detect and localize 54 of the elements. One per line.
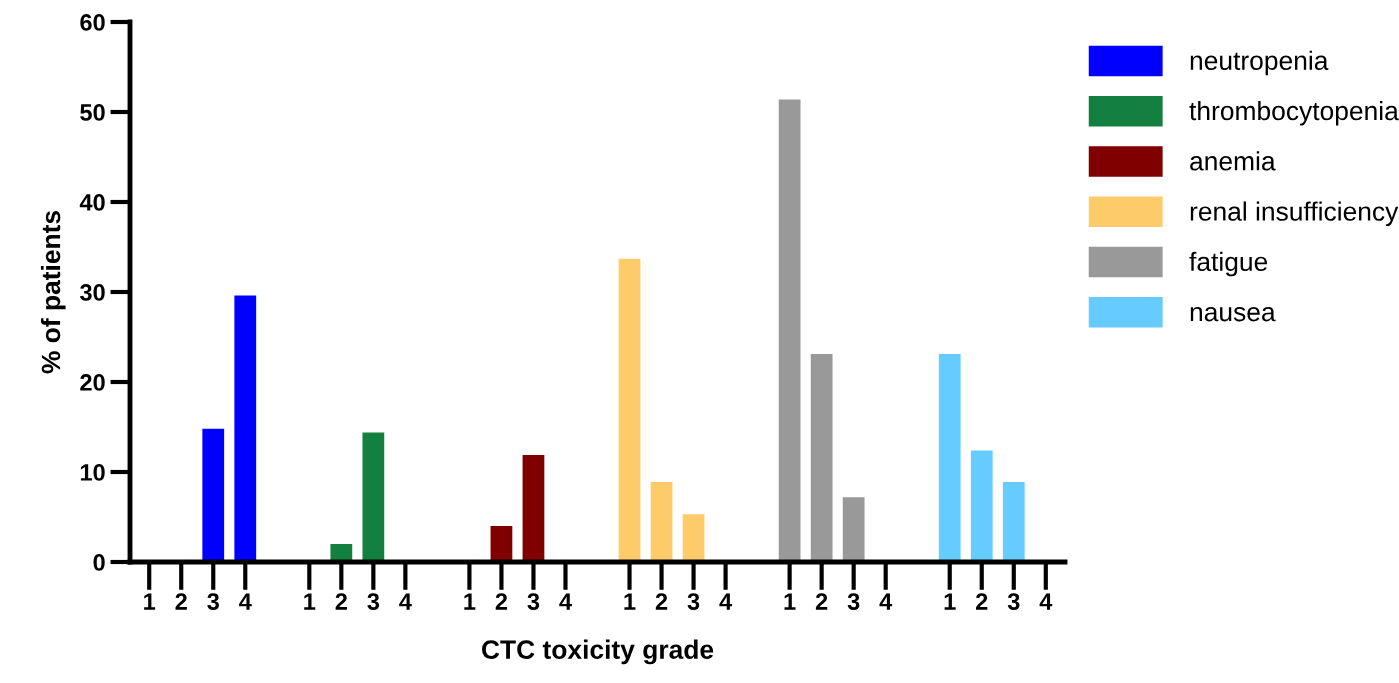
bar: [810, 354, 833, 562]
x-tick-label: 1: [144, 593, 156, 610]
bar: [618, 258, 641, 562]
legend-label: renal insufficiency: [1190, 201, 1399, 227]
y-axis-title: % of patients: [40, 210, 66, 374]
x-tick-label: 2: [175, 593, 187, 610]
x-tick-label: 4: [239, 593, 252, 610]
x-axis-title: CTC toxicity grade: [482, 639, 714, 665]
x-tick-label: 1: [944, 593, 956, 610]
x-tick-label: 2: [815, 593, 828, 610]
bar: [330, 544, 353, 562]
y-tick-label: 10: [80, 464, 105, 481]
bar: [522, 454, 545, 562]
legend-label: thrombocytopenia: [1189, 100, 1399, 126]
y-tick-label: 50: [80, 104, 105, 121]
legend-label: anemia: [1190, 151, 1276, 171]
x-tick-label: 3: [207, 593, 219, 610]
y-tick-label: 40: [79, 194, 105, 211]
y-tick-label: 60: [80, 14, 105, 31]
legend-label: fatigue: [1189, 251, 1268, 277]
y-tick-label: 0: [93, 554, 105, 571]
bar: [362, 432, 385, 562]
legend-label: neutropenia: [1190, 50, 1329, 76]
y-tick-label: 30: [79, 284, 105, 301]
bar: [970, 450, 993, 562]
x-tick-label: 1: [624, 593, 636, 610]
x-tick-label: 3: [847, 593, 860, 610]
x-tick-label: 2: [495, 593, 508, 610]
x-tick-label: 3: [687, 593, 700, 610]
x-tick-label: 1: [784, 593, 796, 610]
x-tick-label: 4: [399, 593, 412, 610]
x-tick-label: 2: [655, 593, 668, 610]
x-tick-label: 3: [367, 593, 380, 610]
x-tick-label: 1: [304, 593, 316, 610]
y-tick-label: 20: [80, 374, 105, 391]
x-tick-label: 3: [1007, 593, 1020, 610]
x-tick-label: 2: [335, 593, 347, 610]
x-tick-label: 4: [1039, 593, 1053, 610]
x-tick-label: 4: [719, 593, 733, 610]
bar: [202, 428, 225, 562]
bar: [1002, 481, 1025, 562]
bar: [842, 497, 865, 562]
bar: [778, 99, 801, 562]
bar: [938, 354, 961, 562]
bar: [650, 481, 673, 562]
x-tick-label: 4: [879, 593, 893, 610]
x-tick-label: 4: [559, 593, 572, 610]
bar: [234, 295, 257, 562]
bar: [490, 526, 513, 562]
bar: [682, 514, 705, 562]
x-tick-label: 3: [527, 593, 540, 610]
x-tick-label: 1: [464, 593, 476, 610]
legend-label: nausea: [1190, 306, 1276, 322]
x-tick-label: 2: [976, 593, 988, 610]
